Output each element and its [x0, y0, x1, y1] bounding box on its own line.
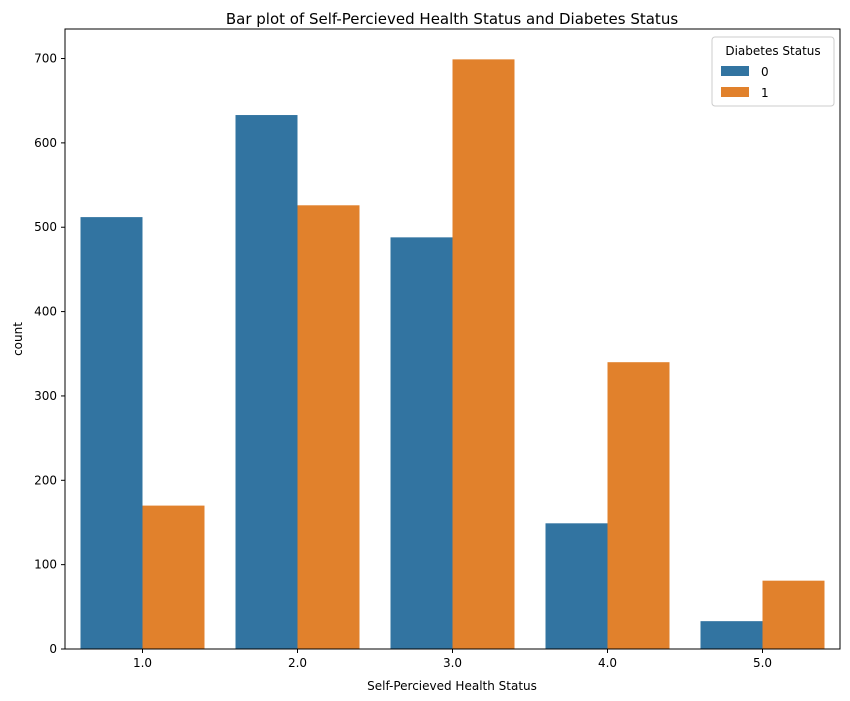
y-tick-label: 0	[49, 642, 57, 656]
bar-3.0-series-0	[390, 237, 453, 649]
bar-4.0-series-0	[545, 523, 608, 649]
bar-3.0-series-1	[452, 59, 515, 649]
bar-5.0-series-1	[762, 580, 825, 649]
x-tick-label: 5.0	[753, 656, 772, 670]
bar-4.0-series-1	[607, 362, 670, 649]
bar-1.0-series-1	[142, 505, 205, 649]
legend-swatch-1	[721, 87, 749, 97]
legend-title: Diabetes Status	[725, 44, 820, 58]
legend-swatch-0	[721, 66, 749, 76]
legend: Diabetes Status 0 1	[711, 36, 835, 107]
x-axis-title: Self-Percieved Health Status	[367, 679, 537, 693]
x-axis: 1.0 2.0 3.0 4.0 5.0	[133, 649, 772, 670]
y-tick-label: 300	[34, 389, 57, 403]
legend-label-0: 0	[761, 65, 769, 79]
y-axis: 0 100 200 300 400 500 600 700	[34, 52, 65, 656]
bar-1.0-series-0	[80, 217, 143, 650]
y-tick-label: 500	[34, 220, 57, 234]
y-tick-label: 200	[34, 473, 57, 487]
legend-label-1: 1	[761, 86, 769, 100]
bar-5.0-series-0	[700, 621, 763, 649]
x-tick-label: 1.0	[133, 656, 152, 670]
y-tick-label: 600	[34, 136, 57, 150]
x-tick-label: 3.0	[443, 656, 462, 670]
x-tick-label: 4.0	[598, 656, 617, 670]
y-axis-title: count	[11, 322, 25, 356]
bar-2.0-series-0	[235, 115, 298, 649]
y-tick-label: 700	[34, 52, 57, 66]
y-tick-label: 400	[34, 305, 57, 319]
bars-group	[80, 59, 825, 650]
chart-title: Bar plot of Self-Percieved Health Status…	[226, 10, 678, 28]
y-tick-label: 100	[34, 558, 57, 572]
bar-2.0-series-1	[297, 205, 360, 649]
x-tick-label: 2.0	[288, 656, 307, 670]
